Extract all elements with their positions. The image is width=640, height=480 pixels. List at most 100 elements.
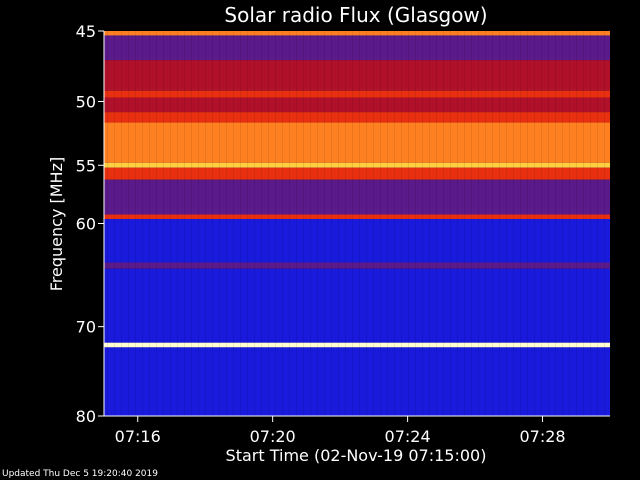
texture-stripe <box>177 31 178 416</box>
frequency-band-14 <box>104 342 610 348</box>
texture-stripe <box>492 31 493 416</box>
texture-stripe <box>373 31 374 416</box>
texture-stripe <box>471 31 472 416</box>
texture-stripe <box>590 31 591 416</box>
y-axis: 45 50 55 60 70 80 <box>76 22 105 426</box>
y-tick-label: 45 <box>76 22 96 41</box>
texture-stripe <box>261 31 262 416</box>
texture-stripe <box>247 31 248 416</box>
texture-stripe <box>205 31 206 416</box>
texture-stripe <box>380 31 381 416</box>
texture-stripe <box>534 31 535 416</box>
texture-stripe <box>324 31 325 416</box>
x-tick-label: 07:28 <box>519 427 565 446</box>
texture-stripe <box>317 31 318 416</box>
texture-stripe <box>436 31 437 416</box>
texture-stripe <box>576 31 577 416</box>
texture-stripe <box>366 31 367 416</box>
texture-stripe <box>254 31 255 416</box>
texture-stripe <box>212 31 213 416</box>
y-tick-label: 60 <box>76 215 96 234</box>
texture-stripe <box>464 31 465 416</box>
frequency-band-7 <box>104 162 610 168</box>
y-tick-label: 50 <box>76 93 96 112</box>
texture-stripe <box>240 31 241 416</box>
x-tick-label: 07:16 <box>115 427 161 446</box>
frequency-band-15 <box>104 347 610 416</box>
frequency-band-9 <box>104 179 610 215</box>
y-tick-label: 80 <box>76 407 96 426</box>
texture-stripe <box>331 31 332 416</box>
texture-stripe <box>226 31 227 416</box>
updated-timestamp: Updated Thu Dec 5 19:20:40 2019 <box>2 469 158 479</box>
texture-stripe <box>415 31 416 416</box>
texture-stripe <box>604 31 605 416</box>
texture-stripe <box>401 31 402 416</box>
texture-stripe <box>163 31 164 416</box>
texture-stripe <box>422 31 423 416</box>
texture-stripe <box>268 31 269 416</box>
texture-stripe <box>562 31 563 416</box>
frequency-band-8 <box>104 167 610 180</box>
texture-stripe <box>569 31 570 416</box>
texture-stripe <box>387 31 388 416</box>
texture-stripe <box>541 31 542 416</box>
texture-stripe <box>478 31 479 416</box>
texture-stripe <box>450 31 451 416</box>
texture-stripe <box>310 31 311 416</box>
texture-stripe <box>275 31 276 416</box>
x-tick-label: 07:20 <box>250 427 296 446</box>
texture-stripe <box>520 31 521 416</box>
texture-stripe <box>457 31 458 416</box>
chart-title: Solar radio Flux (Glasgow) <box>224 3 487 27</box>
texture-stripe <box>429 31 430 416</box>
texture-stripe <box>191 31 192 416</box>
texture-stripe <box>513 31 514 416</box>
frequency-band-5 <box>104 112 610 123</box>
texture-stripe <box>128 31 129 416</box>
y-tick-label: 70 <box>76 318 96 337</box>
frequency-band-2 <box>104 60 610 91</box>
y-tick-label: 55 <box>76 156 96 175</box>
texture-stripe <box>198 31 199 416</box>
texture-stripe <box>170 31 171 416</box>
texture-stripe <box>107 31 108 416</box>
frequency-band-6 <box>104 122 610 163</box>
x-axis: 07:16 07:20 07:24 07:28 <box>104 415 610 446</box>
texture-stripe <box>135 31 136 416</box>
texture-stripe <box>597 31 598 416</box>
texture-stripe <box>499 31 500 416</box>
texture-stripe <box>121 31 122 416</box>
texture-stripe <box>345 31 346 416</box>
texture-stripe <box>506 31 507 416</box>
texture-stripe <box>303 31 304 416</box>
texture-stripe <box>443 31 444 416</box>
frequency-band-3 <box>104 90 610 98</box>
x-axis-label: Start Time (02-Nov-19 07:15:00) <box>226 446 487 465</box>
texture-stripe <box>296 31 297 416</box>
y-axis-label: Frequency [MHz] <box>47 157 66 291</box>
texture-stripe <box>233 31 234 416</box>
texture-stripe <box>394 31 395 416</box>
texture-stripe <box>289 31 290 416</box>
texture-stripe <box>184 31 185 416</box>
texture-stripe <box>282 31 283 416</box>
heatmap-area <box>104 31 610 416</box>
texture-stripe <box>219 31 220 416</box>
texture-stripe <box>583 31 584 416</box>
texture-stripe <box>359 31 360 416</box>
frequency-band-11 <box>104 219 610 263</box>
texture-stripe <box>338 31 339 416</box>
texture-stripe <box>156 31 157 416</box>
texture-stripe <box>485 31 486 416</box>
texture-stripe <box>352 31 353 416</box>
texture-stripe <box>555 31 556 416</box>
texture-stripe <box>142 31 143 416</box>
texture-stripe <box>149 31 150 416</box>
texture-stripe <box>527 31 528 416</box>
frequency-band-4 <box>104 97 610 113</box>
frequency-band-12 <box>104 262 610 269</box>
frequency-band-1 <box>104 35 610 61</box>
x-tick-label: 07:24 <box>385 427 431 446</box>
